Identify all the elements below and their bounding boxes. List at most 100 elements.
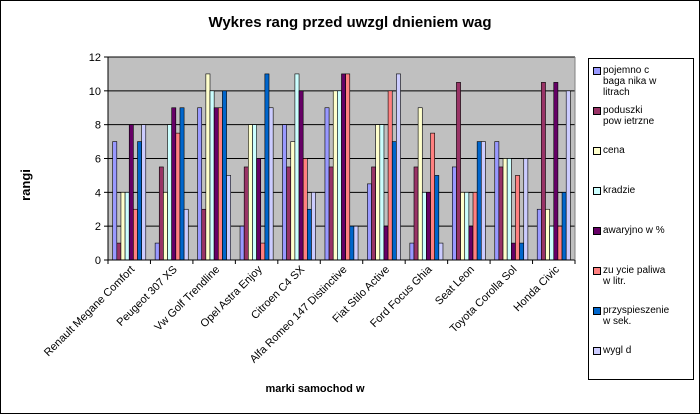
legend-label: wygl d xyxy=(603,345,632,356)
bar xyxy=(545,208,550,261)
bar xyxy=(383,225,389,261)
bar xyxy=(163,192,168,261)
bar xyxy=(438,242,444,261)
bar xyxy=(565,90,571,261)
bar xyxy=(171,107,177,261)
x-axis-label: marki samochod w xyxy=(265,383,365,395)
legend-swatch xyxy=(593,147,601,155)
bar xyxy=(260,242,266,261)
bar xyxy=(536,208,542,261)
bar xyxy=(239,225,245,261)
y-tick-label: 4 xyxy=(95,187,101,199)
bar xyxy=(460,192,466,261)
bar xyxy=(137,141,142,261)
bar xyxy=(243,166,249,261)
bar xyxy=(201,208,207,261)
legend-swatch xyxy=(593,67,601,75)
bar xyxy=(413,166,419,261)
bar xyxy=(476,141,482,261)
bar xyxy=(328,166,334,261)
y-tick-label: 6 xyxy=(95,154,101,166)
bar xyxy=(409,242,415,261)
bar xyxy=(511,242,516,261)
bar xyxy=(248,124,253,261)
bar xyxy=(341,73,346,261)
bar xyxy=(426,192,431,261)
bar xyxy=(480,141,486,261)
bar xyxy=(502,158,508,261)
bar xyxy=(353,225,359,261)
chart-title: Wykres rang przed uwzgl dnieniem wag xyxy=(208,14,492,31)
bar xyxy=(183,208,189,261)
bar xyxy=(116,242,122,261)
bar xyxy=(268,107,274,261)
bar xyxy=(375,124,381,261)
legend-label: cena xyxy=(603,145,625,156)
bar xyxy=(112,141,118,261)
bar xyxy=(332,90,338,261)
y-tick-label: 0 xyxy=(95,255,101,267)
y-tick-label: 12 xyxy=(89,52,101,64)
bar xyxy=(557,225,563,261)
bar xyxy=(367,183,372,261)
y-tick-label: 8 xyxy=(95,120,101,132)
legend-swatch xyxy=(593,307,601,315)
bar xyxy=(226,175,231,261)
bar xyxy=(456,82,461,261)
legend-swatch xyxy=(593,187,601,195)
bar xyxy=(430,132,435,261)
legend-label: kradzie xyxy=(603,185,636,196)
bar xyxy=(128,124,134,261)
bar xyxy=(324,107,330,261)
bar xyxy=(371,166,376,261)
legend-label: poduszki pow ietrzne xyxy=(603,105,655,127)
bar xyxy=(209,90,215,261)
bar xyxy=(452,166,457,261)
bar xyxy=(434,175,440,261)
bar xyxy=(417,107,423,261)
bar xyxy=(222,90,227,261)
bar xyxy=(387,90,393,261)
bar xyxy=(396,73,401,261)
bar xyxy=(421,192,427,261)
bar xyxy=(523,158,529,261)
bar xyxy=(391,141,397,261)
bar xyxy=(256,158,262,261)
bar xyxy=(175,132,181,261)
bar xyxy=(515,175,520,261)
bar xyxy=(282,124,287,261)
bar xyxy=(286,166,292,261)
bar xyxy=(141,124,147,261)
bar xyxy=(472,192,478,261)
legend-label: przyspieszenie w sek. xyxy=(603,305,670,327)
bar xyxy=(506,158,512,261)
bar xyxy=(179,107,185,261)
bar xyxy=(519,242,525,261)
legend-label: pojemno c baga nika w litrach xyxy=(603,65,657,98)
bar xyxy=(468,225,474,261)
bar xyxy=(154,242,160,261)
legend-label: zu ycie paliwa w litr. xyxy=(603,265,666,287)
bar xyxy=(498,166,504,261)
bar xyxy=(120,192,126,261)
bar xyxy=(494,141,500,261)
legend-swatch xyxy=(593,267,601,275)
y-tick-label: 10 xyxy=(89,86,101,98)
x-tick-label: Seat Leon xyxy=(433,264,477,308)
bar xyxy=(349,225,355,261)
bar xyxy=(307,208,312,261)
bar xyxy=(197,107,203,261)
bar xyxy=(290,141,296,261)
bar xyxy=(217,107,223,261)
bar xyxy=(158,166,164,261)
legend-swatch xyxy=(593,347,601,355)
legend-label: awaryjno w % xyxy=(603,225,665,236)
bar xyxy=(549,225,555,261)
bar xyxy=(124,192,130,261)
x-tick-label: Honda Civic xyxy=(511,263,562,314)
bar xyxy=(298,90,304,261)
bar xyxy=(167,124,172,261)
legend-swatch xyxy=(593,107,601,115)
bar xyxy=(133,208,138,261)
